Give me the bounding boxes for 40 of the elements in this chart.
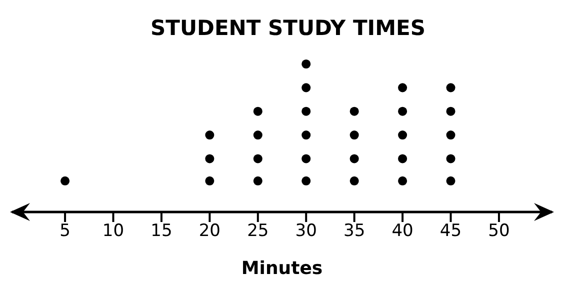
- point: [205, 176, 214, 186]
- point: [302, 176, 311, 186]
- point: [302, 83, 311, 92]
- point: [398, 176, 408, 186]
- point: [253, 176, 262, 186]
- point: [350, 154, 359, 164]
- x-tick-label: 30: [295, 221, 317, 242]
- point: [398, 154, 408, 164]
- point: [350, 130, 359, 140]
- chart-title: STUDENT STUDY TIMES: [150, 15, 426, 42]
- point: [398, 106, 408, 116]
- point: [302, 154, 311, 164]
- point: [350, 106, 359, 116]
- x-tick-label: 15: [150, 221, 172, 242]
- point: [253, 106, 262, 116]
- point: [302, 106, 311, 116]
- point: [302, 59, 311, 69]
- x-tick-label: 45: [440, 221, 462, 242]
- point: [205, 130, 214, 140]
- point: [302, 130, 311, 140]
- point: [446, 130, 456, 140]
- point: [253, 154, 262, 164]
- x-axis-title: Minutes: [241, 258, 323, 279]
- x-tick-label: 40: [392, 221, 414, 242]
- point: [205, 154, 214, 164]
- x-tick-label: 10: [102, 221, 124, 242]
- point: [446, 83, 456, 92]
- point: [398, 130, 408, 140]
- x-tick-label: 50: [488, 221, 510, 242]
- point: [398, 83, 408, 92]
- x-tick-label: 5: [60, 221, 70, 242]
- x-tick-label: 25: [247, 221, 269, 242]
- point: [446, 176, 456, 186]
- point: [446, 106, 456, 116]
- x-tick-label: 35: [344, 221, 366, 242]
- point: [60, 176, 70, 186]
- x-tick-label: 20: [198, 221, 220, 242]
- point: [446, 154, 456, 164]
- point: [253, 130, 262, 140]
- point: [350, 176, 359, 186]
